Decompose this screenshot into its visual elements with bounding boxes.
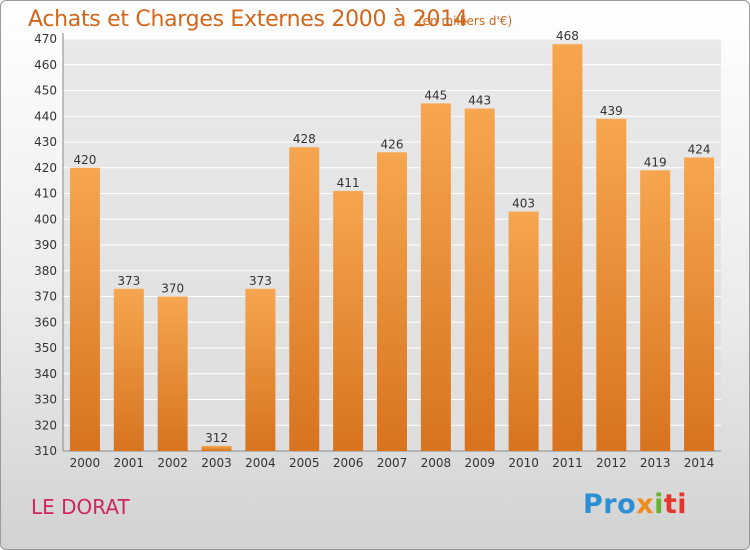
bar-value-label: 443 bbox=[468, 94, 491, 108]
bar bbox=[508, 211, 539, 451]
y-tick-label: 430 bbox=[34, 135, 57, 149]
y-tick-label: 420 bbox=[34, 161, 57, 175]
x-tick-label: 2009 bbox=[464, 456, 495, 470]
bar bbox=[464, 108, 495, 452]
y-tick-label: 370 bbox=[34, 290, 57, 304]
y-tick-label: 410 bbox=[34, 187, 57, 201]
bar-value-label: 373 bbox=[249, 274, 272, 288]
bar-value-label: 426 bbox=[381, 137, 404, 151]
y-tick-label: 440 bbox=[34, 109, 57, 123]
bar-value-label: 373 bbox=[117, 274, 140, 288]
x-tick-label: 2010 bbox=[508, 456, 539, 470]
bar-value-label: 424 bbox=[688, 142, 711, 156]
bar bbox=[245, 288, 276, 451]
y-tick-label: 310 bbox=[34, 444, 57, 458]
y-tick-label: 320 bbox=[34, 418, 57, 432]
bar bbox=[684, 157, 715, 451]
bar bbox=[69, 167, 100, 451]
town-name: LE DORAT bbox=[31, 495, 130, 519]
x-tick-label: 2012 bbox=[596, 456, 627, 470]
bar bbox=[552, 44, 583, 452]
bar-value-label: 312 bbox=[205, 431, 228, 445]
bar bbox=[640, 170, 671, 451]
chart-title: Achats et Charges Externes 2000 à 2014 bbox=[28, 7, 468, 32]
bar bbox=[377, 152, 407, 452]
y-tick-label: 470 bbox=[34, 32, 57, 46]
y-tick-label: 360 bbox=[34, 315, 57, 329]
x-tick-label: 2007 bbox=[377, 456, 408, 470]
y-tick-label: 350 bbox=[34, 341, 57, 355]
x-tick-label: 2005 bbox=[289, 456, 320, 470]
bar-value-label: 445 bbox=[424, 88, 447, 102]
bar-value-label: 439 bbox=[600, 104, 623, 118]
x-tick-label: 2000 bbox=[70, 456, 101, 470]
x-tick-label: 2013 bbox=[640, 456, 671, 470]
chart-subtitle: (en milliers d'€) bbox=[418, 14, 513, 28]
x-tick-label: 2006 bbox=[333, 456, 364, 470]
bar bbox=[201, 445, 232, 451]
bar bbox=[596, 118, 627, 451]
logo-part-1: Pro bbox=[583, 489, 637, 520]
y-tick-label: 340 bbox=[34, 367, 57, 381]
bar-value-label: 411 bbox=[337, 176, 360, 190]
y-tick-label: 460 bbox=[34, 58, 57, 72]
y-tick-label: 330 bbox=[34, 393, 57, 407]
bar bbox=[333, 190, 364, 452]
bar-value-label: 403 bbox=[512, 197, 535, 211]
y-tick-label: 400 bbox=[34, 212, 57, 226]
x-tick-label: 2003 bbox=[201, 456, 232, 470]
bar bbox=[157, 296, 188, 451]
y-tick-label: 380 bbox=[34, 264, 57, 278]
bar-value-label: 370 bbox=[161, 282, 184, 296]
bar-value-label: 419 bbox=[644, 155, 667, 169]
x-tick-label: 2001 bbox=[114, 456, 145, 470]
logo-part-3: i bbox=[654, 489, 664, 520]
x-tick-label: 2008 bbox=[421, 456, 452, 470]
bar-value-label: 420 bbox=[73, 153, 96, 167]
logo-part-2: x bbox=[636, 489, 655, 520]
bar-value-label: 428 bbox=[293, 132, 316, 146]
logo-part-4: ti bbox=[663, 489, 688, 520]
bar bbox=[420, 103, 451, 451]
bar-value-label: 468 bbox=[556, 29, 579, 43]
x-tick-label: 2011 bbox=[552, 456, 583, 470]
bar bbox=[113, 288, 144, 451]
y-tick-label: 390 bbox=[34, 238, 57, 252]
bar bbox=[289, 147, 320, 451]
x-tick-label: 2002 bbox=[157, 456, 188, 470]
x-tick-label: 2014 bbox=[684, 456, 715, 470]
x-tick-label: 2004 bbox=[245, 456, 276, 470]
proxiti-logo: Proxiti bbox=[583, 489, 687, 520]
y-tick-label: 450 bbox=[34, 84, 57, 98]
